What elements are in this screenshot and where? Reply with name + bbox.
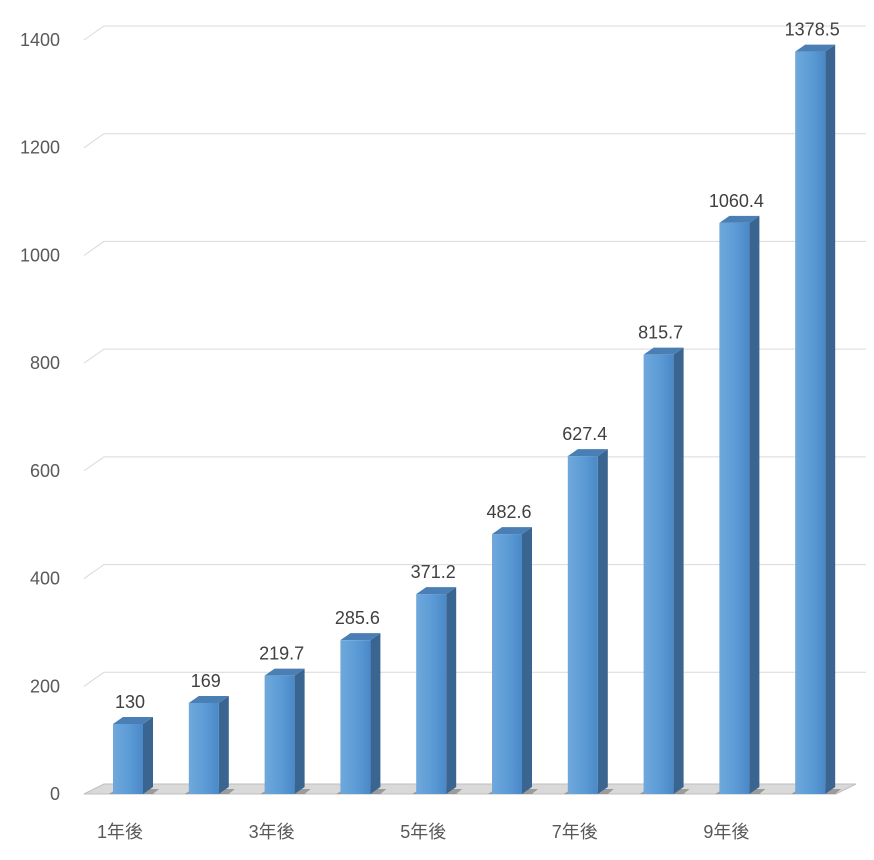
y-tick-label: 1200 [20,138,60,158]
bars [109,44,842,794]
data-label: 130 [115,692,145,712]
gridline [83,133,866,149]
y-tick-label: 200 [30,676,60,696]
x-tick-label: 9年後 [703,822,749,842]
data-label: 1060.4 [709,191,764,211]
y-tick-label: 0 [50,784,60,804]
bar [715,215,766,794]
x-axis-tick-labels: 1年後 3年後 5年後 7年後 9年後 [97,822,749,842]
bar [563,449,614,794]
x-tick-label: 5年後 [400,822,446,842]
bar [488,527,538,794]
y-tick-label: 1000 [20,245,60,265]
bar [260,668,311,794]
gridline [83,564,866,579]
data-label: 815.7 [638,323,683,343]
data-label: 371.2 [411,562,456,582]
y-tick-label: 800 [30,353,60,373]
data-label: 169 [191,671,221,691]
data-label: 1378.5 [785,20,840,40]
bar [109,716,159,794]
y-tick-label: 1400 [20,30,60,50]
gridlines [83,25,866,687]
bar [184,695,235,794]
data-labels: 130 169 219.7 285.6 371.2 482.6 627.4 815.7 1060… [115,20,840,712]
y-tick-label: 400 [30,569,60,589]
gridline [83,671,866,687]
gridline [83,240,866,256]
gridline [83,456,866,472]
data-label: 482.6 [486,502,531,522]
bar [791,44,842,794]
x-tick-label: 1年後 [97,822,143,842]
bar [412,587,463,794]
gridline [83,348,866,364]
y-axis-tick-labels: 0 200 400 600 800 1000 1200 1400 [20,30,60,804]
y-tick-label: 600 [30,461,60,481]
gridline [83,25,866,41]
x-tick-label: 3年後 [249,822,295,842]
data-label: 219.7 [259,644,304,664]
data-label: 627.4 [562,424,607,444]
x-tick-label: 7年後 [552,822,598,842]
bar [639,347,690,794]
bar [336,633,387,794]
data-label: 285.6 [335,608,380,628]
